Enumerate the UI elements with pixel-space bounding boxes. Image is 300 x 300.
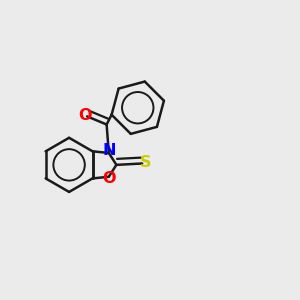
Text: N: N <box>103 143 116 158</box>
Text: O: O <box>102 171 116 186</box>
Text: S: S <box>140 155 151 170</box>
Text: O: O <box>78 108 92 123</box>
